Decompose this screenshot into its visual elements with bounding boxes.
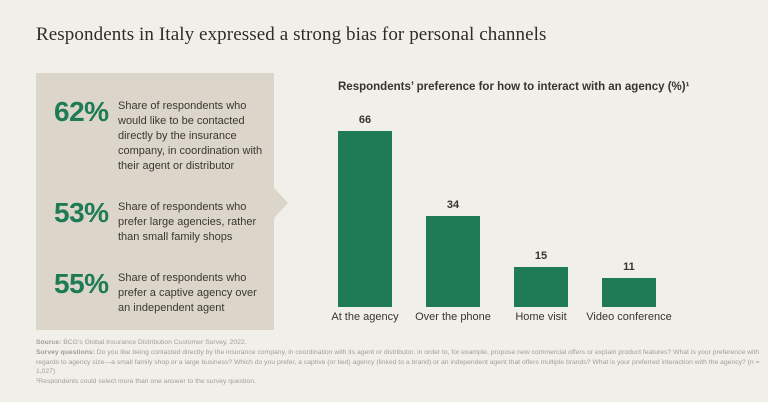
footer: Source: BCG’s Global Insurance Distribut… <box>36 338 765 387</box>
bar-value-label: 15 <box>534 250 548 262</box>
stat-value: 53% <box>54 197 109 228</box>
survey-questions-text: Do you like being contacted directly by … <box>36 349 760 375</box>
stat-row-contact-directly: 62% Share of respondents who would like … <box>54 98 264 174</box>
stat-description: Share of respondents who prefer large ag… <box>118 201 257 243</box>
chart-column: 15 Home visit <box>497 112 585 327</box>
stats-panel: 62% Share of respondents who would like … <box>36 73 288 330</box>
stat-description: Share of respondents who would like to b… <box>118 100 263 172</box>
bar-chart: 66 At the agency 34 Over the phone 15 Home vi… <box>321 112 673 327</box>
chart-column: 66 At the agency <box>321 112 409 327</box>
bar-category-label: At the agency <box>331 311 399 323</box>
source-label: Source: <box>36 339 62 346</box>
bar <box>338 131 392 307</box>
bar <box>602 278 656 307</box>
stat-row-large-agencies: 53% Share of respondents who prefer larg… <box>54 199 264 245</box>
bar <box>514 267 568 307</box>
panel-pointer <box>274 188 288 218</box>
stat-description: Share of respondents who prefer a captiv… <box>118 272 257 314</box>
bar-category-label: Home visit <box>515 311 567 323</box>
bar <box>426 216 480 307</box>
chart-column: 11 Video conference <box>585 112 673 327</box>
survey-questions-label: Survey questions: <box>36 349 95 357</box>
stat-value: 62% <box>54 96 109 127</box>
bar-category-label: Video conference <box>586 311 672 323</box>
survey-questions-line: Survey questions: Do you like being cont… <box>36 348 765 376</box>
chart-column: 34 Over the phone <box>409 112 497 327</box>
bar-category-label: Over the phone <box>415 311 491 323</box>
page-title: Respondents in Italy expressed a strong … <box>36 24 547 45</box>
source-line: Source: BCG’s Global Insurance Distribut… <box>36 338 765 347</box>
bar-value-label: 66 <box>358 114 372 126</box>
bar-value-label: 34 <box>446 199 460 211</box>
stat-value: 55% <box>54 268 109 299</box>
chart-title: Respondents’ preference for how to inter… <box>338 81 690 93</box>
source-text: BCG’s Global Insurance Distribution Cust… <box>61 339 247 346</box>
stat-row-captive-agency: 55% Share of respondents who prefer a ca… <box>54 270 264 316</box>
bar-value-label: 11 <box>623 261 635 273</box>
footnote-line: ¹Respondents could select more than one … <box>36 378 256 386</box>
